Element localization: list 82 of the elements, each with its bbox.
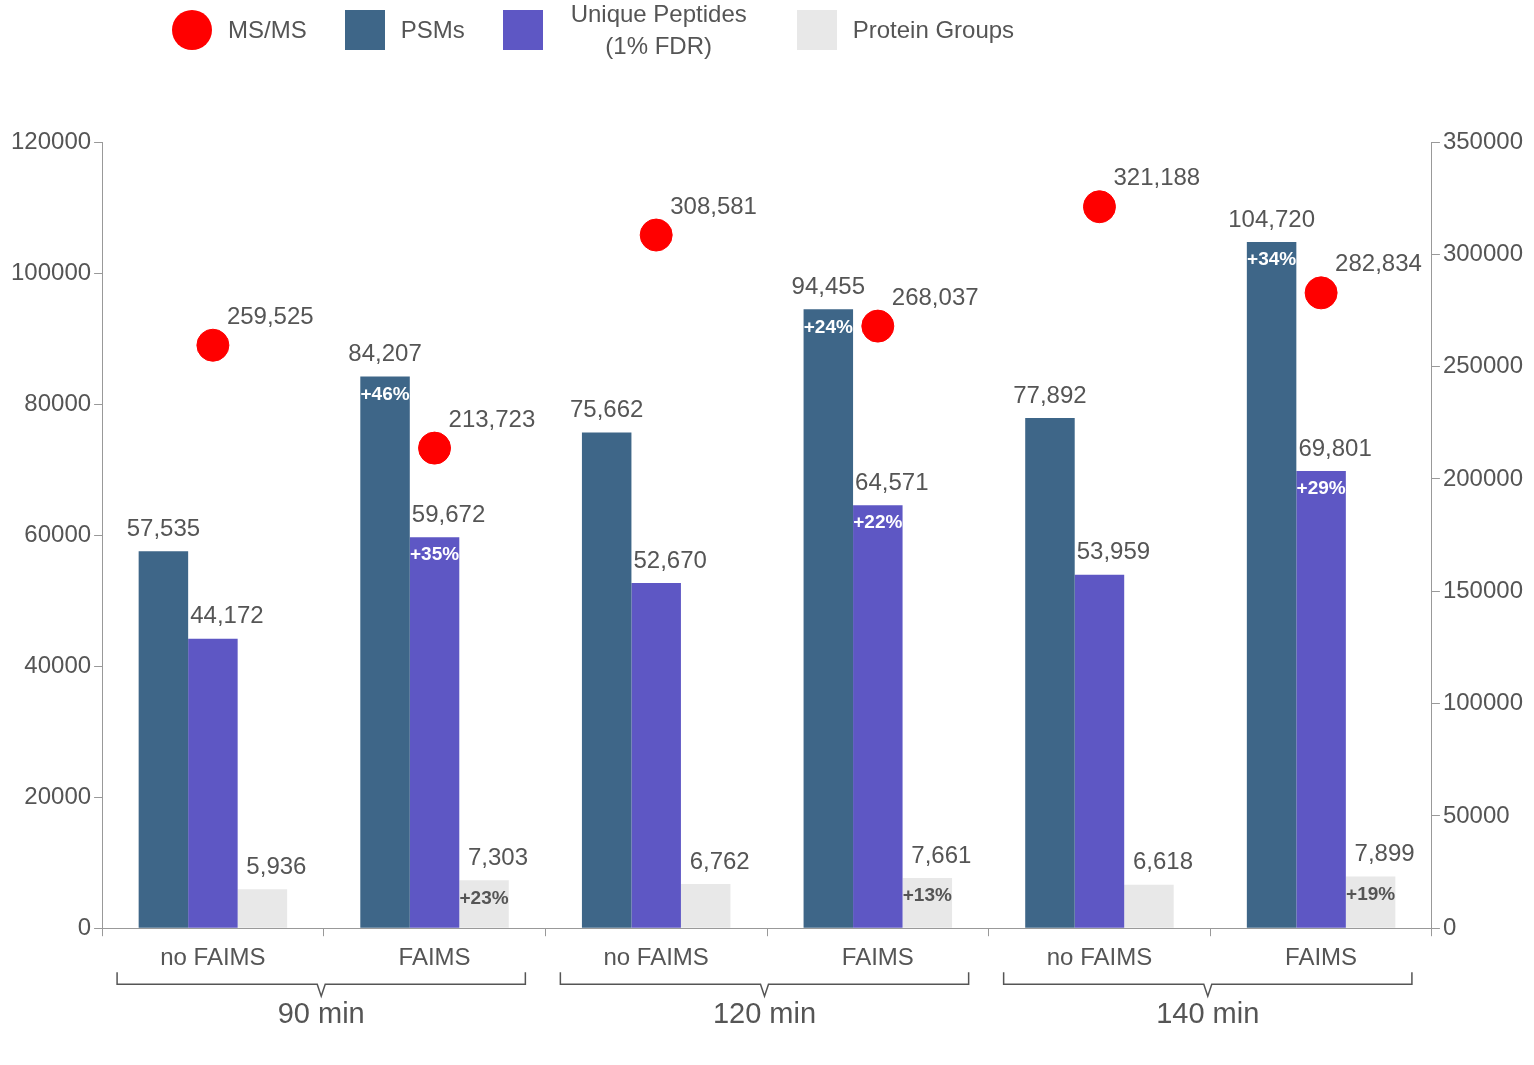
y2-tick-label: 50000 — [1442, 800, 1510, 828]
y2-tick-label: 200000 — [1442, 463, 1524, 491]
x-tick-label: no FAIMS — [1046, 943, 1153, 971]
y2-tick-label: 350000 — [1442, 126, 1524, 154]
data-label: 64,571 — [855, 467, 929, 495]
text: 90 min — [277, 996, 365, 1031]
data-label: 259,525 — [226, 301, 314, 329]
y2-tick-label: 250000 — [1442, 351, 1524, 379]
bar — [409, 537, 460, 928]
y-tick-label: 100000 — [10, 257, 92, 285]
y-tick-label: 0 — [77, 912, 92, 940]
bar — [138, 551, 189, 928]
data-label: 6,762 — [689, 846, 750, 874]
y2-tick-label: 100000 — [1442, 688, 1524, 716]
y2-tick-label: 150000 — [1442, 575, 1524, 603]
bar — [581, 432, 632, 928]
x-tick-label: FAIMS — [398, 943, 471, 971]
data-label: 75,662 — [569, 395, 644, 423]
annotation: +46% — [360, 382, 410, 404]
bar — [1246, 242, 1297, 928]
x-tick-label: FAIMS — [1285, 943, 1358, 971]
text: 140 min — [1156, 996, 1260, 1031]
annotation: +29% — [1296, 477, 1346, 499]
y-tick-label: 80000 — [24, 388, 92, 416]
legend-label: PSMs — [400, 15, 465, 45]
data-label: 308,581 — [670, 191, 757, 219]
annotation: +24% — [803, 315, 853, 337]
bar — [631, 583, 681, 928]
annotation: +22% — [853, 511, 903, 533]
data-label: 59,672 — [411, 499, 486, 527]
point — [861, 309, 895, 343]
bar — [1074, 574, 1125, 928]
data-label: 104,720 — [1228, 204, 1315, 232]
data-label: 57,535 — [126, 513, 201, 541]
data-label: 282,834 — [1335, 249, 1422, 277]
bar — [1124, 884, 1174, 928]
legend-label: MS/MS — [228, 15, 307, 45]
bar — [1296, 470, 1346, 928]
annotation: +35% — [409, 543, 460, 565]
data-label: 7,303 — [468, 842, 529, 870]
point — [196, 328, 230, 362]
legend-label: Protein Groups — [852, 15, 1015, 45]
bar — [188, 638, 238, 928]
y-tick-label: 20000 — [24, 781, 92, 809]
bar — [237, 889, 288, 928]
data-label: 213,723 — [448, 404, 536, 432]
data-label: 69,801 — [1298, 433, 1372, 461]
data-label: 52,670 — [633, 545, 707, 573]
point — [418, 431, 452, 465]
data-label: 84,207 — [348, 339, 422, 367]
y-tick-label: 40000 — [24, 650, 92, 678]
bar — [1025, 417, 1075, 928]
annotation: +13% — [902, 884, 952, 906]
data-label: 6,618 — [1132, 847, 1193, 875]
annotation: +23% — [459, 886, 509, 908]
bar — [680, 883, 731, 928]
point — [639, 218, 673, 252]
x-tick-label: no FAIMS — [160, 943, 266, 971]
data-label: 7,661 — [911, 840, 972, 868]
text: 120 min — [712, 996, 817, 1031]
data-label: 53,959 — [1076, 537, 1151, 565]
bar — [853, 505, 903, 928]
data-label: 44,172 — [190, 601, 264, 629]
x-tick-label: FAIMS — [841, 943, 914, 971]
data-label: 5,936 — [246, 851, 307, 879]
y2-tick-label: 300000 — [1442, 238, 1524, 266]
data-label: 321,188 — [1113, 163, 1201, 191]
bar — [803, 309, 854, 928]
data-label: 7,899 — [1354, 839, 1415, 867]
point — [1082, 190, 1116, 224]
x-tick-label: no FAIMS — [603, 943, 709, 971]
y-tick-label: 120000 — [10, 126, 92, 154]
annotation: +34% — [1247, 248, 1297, 270]
data-label: 77,892 — [1013, 380, 1087, 408]
annotation: +19% — [1346, 882, 1396, 904]
data-label: 268,037 — [891, 282, 979, 310]
data-label: 94,455 — [791, 271, 866, 299]
y-tick-label: 60000 — [24, 519, 92, 547]
legend-label: Unique Peptides (1% FDR) — [569, 0, 748, 61]
y2-tick-label: 0 — [1442, 912, 1457, 940]
bar — [360, 376, 410, 928]
point — [1304, 276, 1338, 310]
